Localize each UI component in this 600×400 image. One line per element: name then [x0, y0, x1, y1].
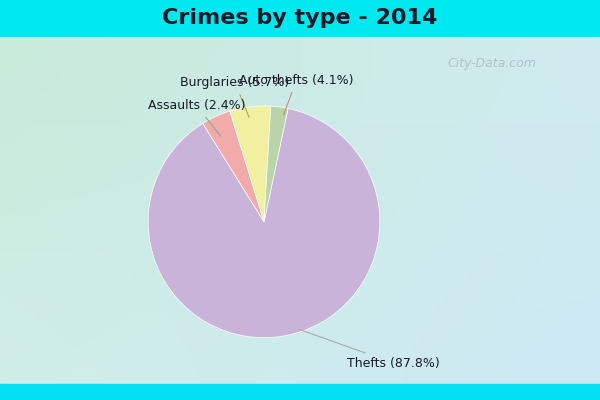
Text: Burglaries (5.7%): Burglaries (5.7%) — [181, 76, 290, 117]
Text: Thefts (87.8%): Thefts (87.8%) — [299, 329, 440, 370]
Text: Auto thefts (4.1%): Auto thefts (4.1%) — [239, 74, 353, 115]
Wedge shape — [148, 108, 380, 338]
Wedge shape — [230, 106, 271, 222]
Wedge shape — [203, 111, 264, 222]
Text: Crimes by type - 2014: Crimes by type - 2014 — [163, 8, 437, 28]
Text: City-Data.com: City-Data.com — [448, 58, 536, 70]
Wedge shape — [264, 106, 288, 222]
Text: Assaults (2.4%): Assaults (2.4%) — [148, 100, 245, 136]
